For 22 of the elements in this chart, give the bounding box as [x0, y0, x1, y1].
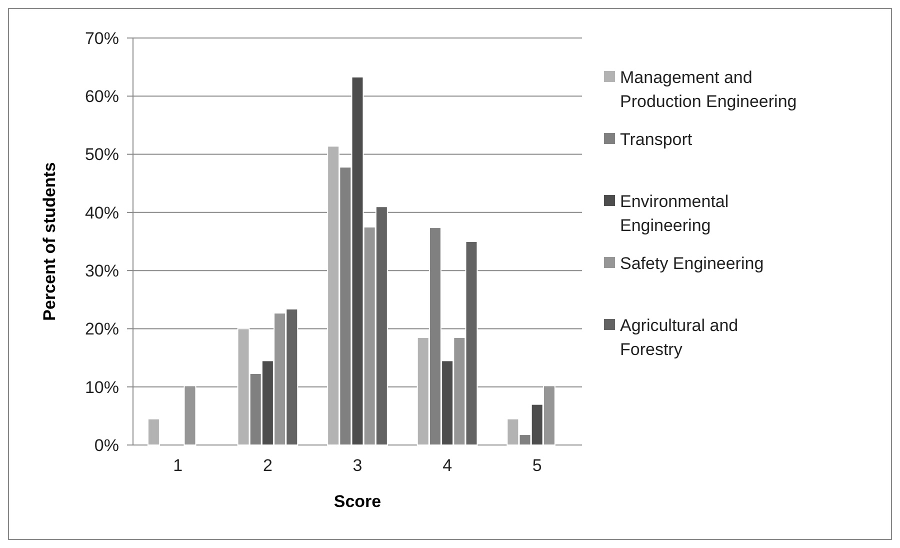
x-axis-title: Score	[334, 492, 382, 511]
bar	[184, 385, 196, 446]
y-tick-label: 30%	[84, 262, 119, 281]
bar	[147, 418, 160, 446]
x-tick-label: 4	[442, 456, 452, 475]
y-tick-label: 40%	[84, 203, 119, 222]
y-tick-label: 70%	[84, 28, 119, 48]
legend-label: Agricultural and Forestry	[620, 316, 738, 359]
legend-label: Transport	[620, 130, 692, 149]
y-tick-label: 20%	[84, 320, 119, 339]
y-tick-label: 50%	[84, 145, 119, 164]
x-tick-label: 1	[173, 456, 183, 475]
x-tick-label: 3	[352, 456, 362, 475]
legend-label: Safety Engineering	[620, 254, 764, 273]
y-tick-label: 0%	[94, 436, 119, 455]
x-tick-label: 5	[532, 456, 542, 475]
y-axis-title: Percent of students	[40, 162, 59, 321]
x-tick-label: 2	[262, 456, 272, 475]
legend-label: Environmental Engineering	[620, 192, 729, 235]
y-tick-label: 10%	[84, 378, 119, 397]
legend-label: Management and Production Engineering	[620, 68, 797, 111]
y-tick-label: 60%	[84, 87, 119, 106]
